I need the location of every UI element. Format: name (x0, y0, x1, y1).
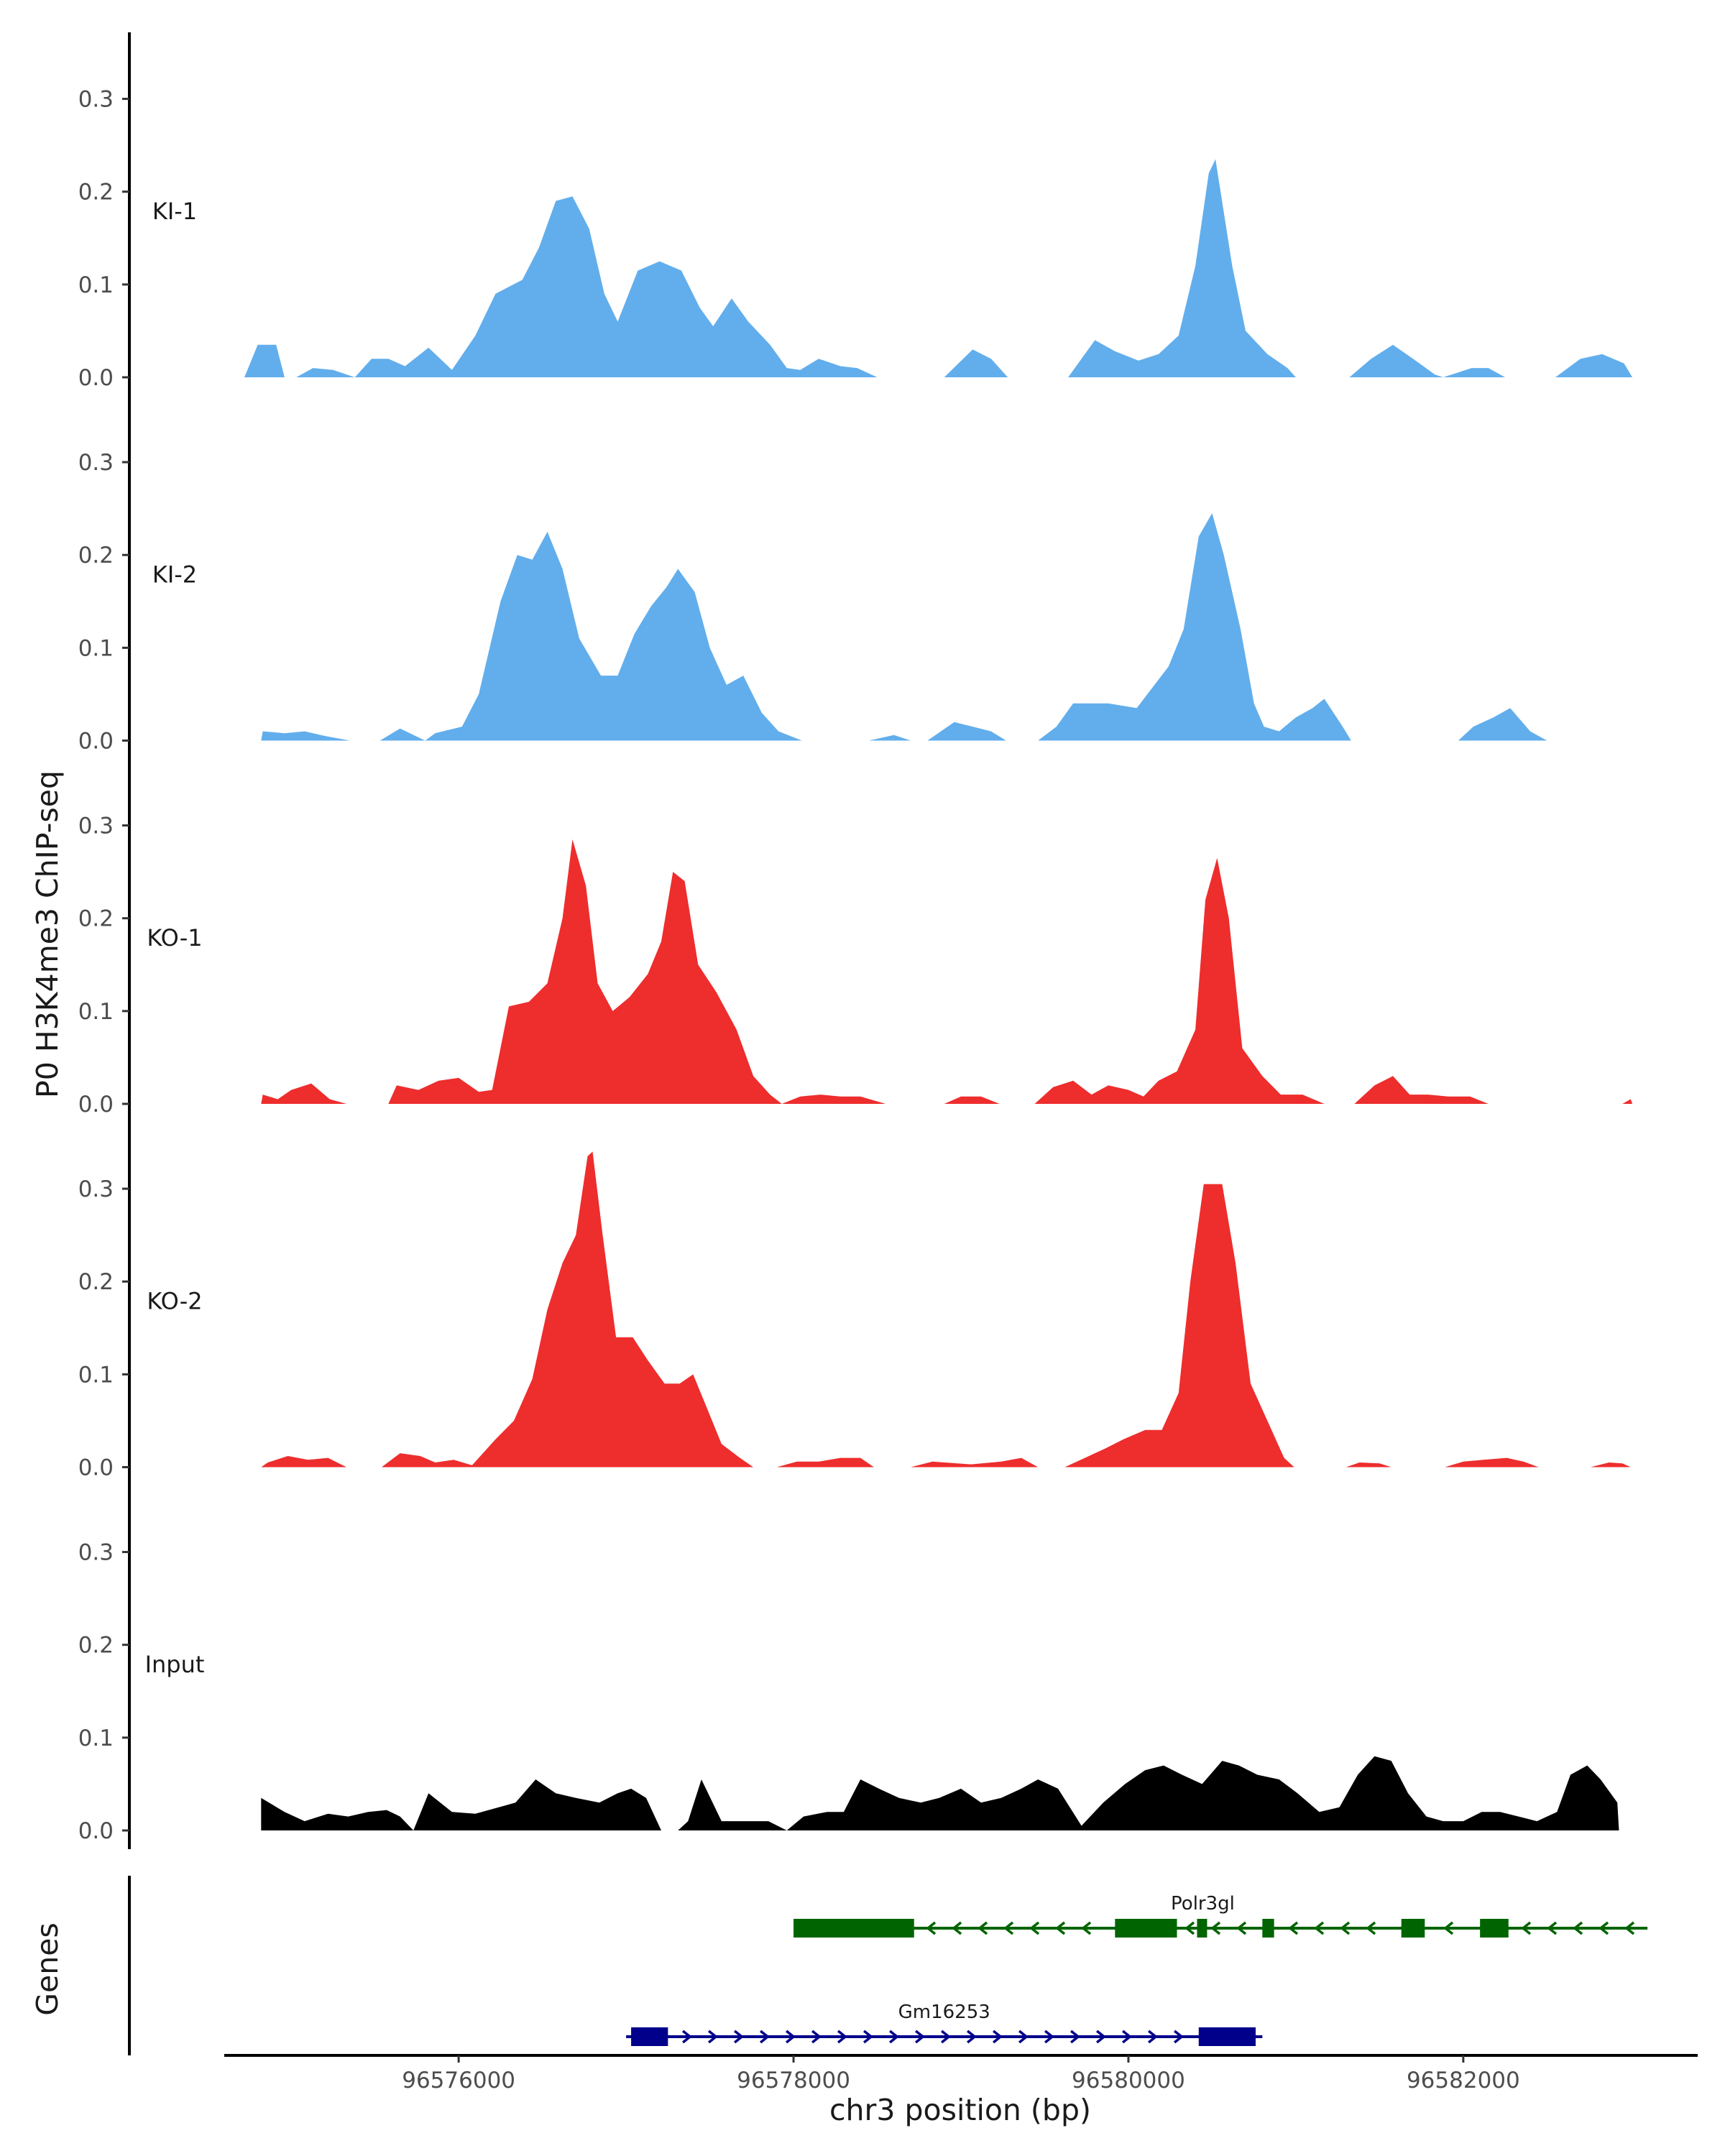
strand-arrow-icon (914, 2030, 925, 2044)
strand-arrow-icon (888, 2030, 899, 2044)
coverage-area-ko-1 (261, 839, 1633, 1104)
strand-arrow-icon (992, 2030, 1003, 2044)
strand-arrow-icon (978, 1921, 988, 1935)
y-tick-label: 0.2 (78, 543, 114, 568)
y-tick-label: 0.2 (78, 906, 114, 932)
coverage-area-ki-2 (261, 513, 1547, 741)
y-tick-label: 0.0 (78, 365, 114, 391)
x-tick-label: 96576000 (402, 2068, 515, 2093)
y-tick-label: 0.3 (78, 1540, 114, 1566)
track-label: KI-1 (152, 198, 197, 225)
strand-arrow-icon (1288, 1921, 1299, 1935)
exon-block (1401, 1919, 1425, 1938)
track-input: 0.0 0.1 0.2 0.3 Input (78, 1485, 1619, 1849)
strand-arrow-icon (1547, 1921, 1558, 1935)
strand-arrow-icon (785, 2030, 796, 2044)
strand-arrow-icon (681, 2030, 692, 2044)
y-tick-label: 0.3 (78, 450, 114, 476)
y-tick-label: 0.3 (78, 87, 114, 113)
strand-arrow-icon (1081, 1921, 1092, 1935)
strand-arrow-icon (1521, 1921, 1532, 1935)
exon-block (1198, 2027, 1256, 2046)
gene-polr3gl: Polr3gl (794, 1893, 1648, 1938)
coverage-tracks: 0.00.10.20.3KI-10.00.10.20.3KI-20.00.10.… (78, 32, 1633, 1849)
strand-arrow-icon (1147, 2030, 1158, 2044)
strand-arrow-icon (1236, 1921, 1247, 1935)
track-label: Input (145, 1651, 205, 1678)
y-tick-label: 0.1 (78, 999, 114, 1025)
strand-arrow-icon (1314, 1921, 1325, 1935)
strand-arrow-icon (1029, 1921, 1040, 1935)
exon-block (1115, 1919, 1177, 1938)
strand-arrow-icon (1573, 1921, 1583, 1935)
coverage-area-ki-1 (244, 159, 1633, 377)
y-tick-label: 0.3 (78, 1176, 114, 1202)
strand-arrow-icon (1044, 2030, 1054, 2044)
strand-arrow-icon (926, 1921, 937, 1935)
strand-arrow-icon (1055, 1921, 1066, 1935)
strand-arrow-icon (759, 2030, 770, 2044)
strand-arrow-icon (1340, 1921, 1351, 1935)
y-tick-label: 0.3 (78, 814, 114, 839)
x-tick-label: 96580000 (1072, 2068, 1185, 2093)
track-label: KI-2 (152, 561, 197, 589)
x-tick-label: 96578000 (737, 2068, 850, 2093)
y-tick-label: 0.2 (78, 1633, 114, 1659)
strand-arrow-icon (707, 2030, 718, 2044)
y-tick-label: 0.1 (78, 1362, 114, 1388)
y-tick-label: 0.0 (78, 1092, 114, 1118)
gene-name-label: Gm16253 (898, 2001, 990, 2023)
track-ki-2: 0.0 0.1 0.2 0.3 KI-2 (78, 395, 1547, 760)
strand-arrow-icon (940, 2030, 951, 2044)
coverage-area-input (261, 1756, 1619, 1830)
track-label: KO-1 (147, 924, 202, 952)
strand-arrow-icon (1443, 1921, 1454, 1935)
strand-arrow-icon (1070, 2030, 1080, 2044)
strand-arrow-icon (1210, 1921, 1221, 1935)
genes-panel-title: Genes (30, 1922, 65, 2016)
strand-arrow-icon (1366, 1921, 1376, 1935)
y-tick-label: 0.2 (78, 180, 114, 206)
strand-arrow-icon (733, 2030, 744, 2044)
strand-arrow-icon (811, 2030, 822, 2044)
strand-arrow-icon (1173, 2030, 1184, 2044)
y-axis-title: P0 H3K4me3 ChIP-seq (30, 770, 65, 1098)
track-ki-1: 0.0 0.1 0.2 0.3 KI-1 (78, 32, 1633, 396)
track-ko-1: 0.0 0.1 0.2 0.3 KO-1 (78, 759, 1633, 1123)
exon-block (1480, 1919, 1509, 1938)
gene-gm16253: Gm16253 (626, 2001, 1263, 2046)
exon-block (631, 2027, 668, 2046)
coverage-area-ko-2 (261, 1151, 1631, 1468)
strand-arrow-icon (1095, 2030, 1106, 2044)
track-ko-2: 0.0 0.1 0.2 0.3 KO-2 (78, 1122, 1631, 1486)
strand-arrow-icon (1598, 1921, 1609, 1935)
gene-name-label: Polr3gl (1171, 1893, 1235, 1915)
y-tick-label: 0.0 (78, 1818, 114, 1844)
strand-arrow-icon (952, 1921, 962, 1935)
exon-block (1197, 1919, 1208, 1938)
y-tick-label: 0.1 (78, 272, 114, 298)
y-tick-label: 0.1 (78, 635, 114, 661)
x-axis-title: chr3 position (bp) (829, 2093, 1091, 2127)
strand-arrow-icon (1018, 2030, 1029, 2044)
strand-arrow-icon (862, 2030, 873, 2044)
strand-arrow-icon (837, 2030, 847, 2044)
strand-arrow-icon (1003, 1921, 1014, 1935)
y-tick-label: 0.2 (78, 1269, 114, 1295)
strand-arrow-icon (1121, 2030, 1132, 2044)
x-tick-label: 96582000 (1407, 2068, 1520, 2093)
strand-arrow-icon (1184, 1921, 1195, 1935)
y-tick-label: 0.0 (78, 1455, 114, 1481)
x-axis: 96576000 96578000 96580000 96582000 (224, 2054, 1698, 2093)
y-tick-label: 0.0 (78, 729, 114, 755)
exon-block (794, 1919, 914, 1938)
strand-arrow-icon (966, 2030, 977, 2044)
exon-block (1262, 1919, 1274, 1938)
strand-arrow-icon (1624, 1921, 1635, 1935)
y-tick-label: 0.1 (78, 1726, 114, 1751)
gene-annotation-panel: Polr3gl Gm16253 (128, 1876, 1648, 2055)
track-label: KO-2 (147, 1288, 202, 1315)
